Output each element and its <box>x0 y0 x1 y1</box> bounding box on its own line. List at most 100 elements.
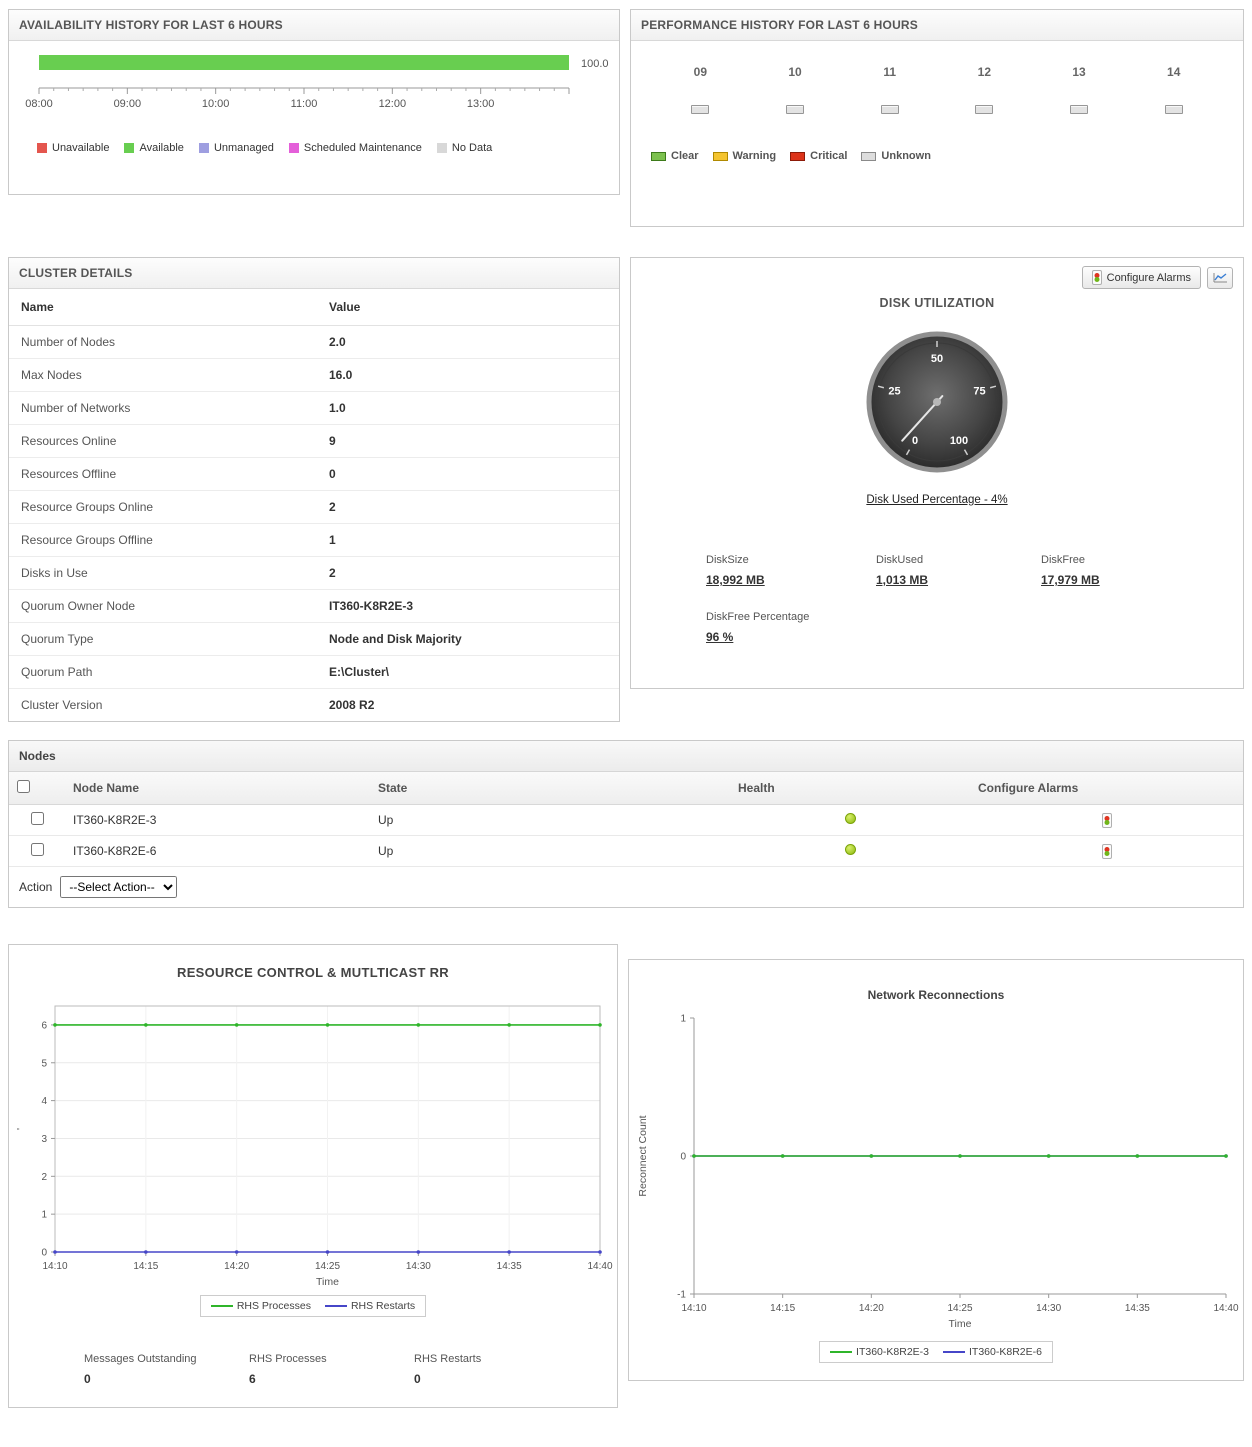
action-select[interactable]: --Select Action-- <box>60 876 178 898</box>
cluster-row-name: Max Nodes <box>9 358 317 392</box>
health-up-icon <box>844 844 856 855</box>
svg-text:0: 0 <box>41 1248 47 1259</box>
availability-panel: AVAILABILITY HISTORY FOR LAST 6 HOURS 10… <box>8 9 620 195</box>
disk-stat-value-link[interactable]: 17,979 MB <box>1041 573 1100 587</box>
disk-stat-value-link[interactable]: 18,992 MB <box>706 573 765 587</box>
performance-hour-column: 09 <box>653 65 748 114</box>
availability-panel-title: AVAILABILITY HISTORY FOR LAST 6 HOURS <box>19 18 283 32</box>
performance-status-cell <box>880 105 899 114</box>
disk-stat-label: DiskFree <box>1041 554 1086 566</box>
cluster-row: Resources Online 9 <box>9 424 619 458</box>
disk-stat: DiskUsed 1,013 MB <box>876 554 1041 589</box>
node-checkbox[interactable] <box>30 843 44 856</box>
configure-alarms-icon[interactable] <box>1101 812 1112 828</box>
svg-text:Time: Time <box>316 1276 339 1288</box>
performance-legend-item: Critical <box>790 150 847 162</box>
performance-status-cell <box>786 105 804 114</box>
cluster-row-name: Quorum Path <box>9 655 317 689</box>
cluster-row-name: Number of Nodes <box>9 325 317 359</box>
disk-utilization-panel: Configure Alarms DISK UTILIZATION <box>630 257 1244 689</box>
cluster-row: Max Nodes 16.0 <box>9 358 619 392</box>
col-configure-alarms: Configure Alarms <box>970 772 1243 805</box>
cluster-row-value: Node and Disk Majority <box>317 622 619 656</box>
legend-item: RHS Processes <box>210 1300 311 1312</box>
availability-legend-item: Scheduled Maintenance <box>288 142 422 154</box>
disk-stats: DiskSize 18,992 MB DiskUsed 1,013 MB DiskFre… <box>706 554 1243 646</box>
legend-swatch <box>324 1305 347 1307</box>
cluster-row-name: Resource Groups Online <box>9 490 317 524</box>
svg-text:5: 5 <box>41 1058 47 1069</box>
col-health: Health <box>730 772 970 805</box>
node-row: IT360-K8R2E-6 Up <box>9 835 1243 867</box>
resource-chart-title: RESOURCE CONTROL & MUTLTICAST RR <box>177 965 449 980</box>
nodes-panel: Nodes Node Name State Health Configure A… <box>8 740 1244 908</box>
legend-swatch <box>198 143 209 153</box>
node-state-cell: Up <box>370 804 730 836</box>
performance-status-cell <box>691 105 710 114</box>
svg-text:75: 75 <box>973 386 985 398</box>
cluster-row: Resources Offline 0 <box>9 457 619 491</box>
disk-utilization-title: DISK UTILIZATION <box>879 296 995 310</box>
nodes-action-bar: Action --Select Action-- <box>9 867 1243 907</box>
configure-alarms-icon[interactable] <box>1101 843 1112 859</box>
legend-label: Scheduled Maintenance <box>303 142 422 154</box>
performance-legend: Clear Warning Critical Unknown <box>651 150 1243 162</box>
performance-panel: PERFORMANCE HISTORY FOR LAST 6 HOURS 09 1… <box>630 9 1244 227</box>
cluster-row-name: Quorum Owner Node <box>9 589 317 623</box>
cluster-table-header-row: Name Value <box>9 289 619 326</box>
nodes-panel-header: Nodes <box>9 741 1243 772</box>
performance-hour-label: 14 <box>1167 65 1181 79</box>
resource-chart-legend: RHS Processes RHS Restarts <box>199 1295 427 1317</box>
performance-chart-button[interactable] <box>1207 266 1233 289</box>
disk-stat: DiskFree Percentage 96 % <box>706 611 876 646</box>
svg-text:14:25: 14:25 <box>947 1303 972 1314</box>
legend-label: RHS Processes <box>236 1300 311 1312</box>
svg-text:2: 2 <box>41 1172 47 1183</box>
availability-legend-item: Unmanaged <box>198 142 274 154</box>
cluster-row-value: 16.0 <box>317 358 619 392</box>
svg-text:14:35: 14:35 <box>497 1261 522 1272</box>
performance-status-cell <box>1164 105 1183 114</box>
svg-text:14:35: 14:35 <box>1125 1303 1150 1314</box>
cluster-row: Resource Groups Online 2 <box>9 490 619 524</box>
cluster-row-name: Cluster Version <box>21 698 103 712</box>
node-name-cell: IT360-K8R2E-6 <box>65 835 370 867</box>
disk-panel-toolbar: Configure Alarms <box>1081 266 1233 289</box>
performance-hour-label: 11 <box>883 65 897 79</box>
resource-stat-value: 6 <box>249 1372 256 1386</box>
svg-text:10:00: 10:00 <box>202 98 230 110</box>
performance-status-cell <box>975 105 994 114</box>
legend-swatch <box>288 143 299 153</box>
svg-text:14:30: 14:30 <box>406 1261 431 1272</box>
node-checkbox[interactable] <box>30 812 44 825</box>
cluster-row: Number of Nodes 2.0 <box>9 325 619 359</box>
svg-text:14:25: 14:25 <box>315 1261 340 1272</box>
cluster-row-value: 2 <box>317 490 619 524</box>
select-all-checkbox[interactable] <box>17 780 30 793</box>
svg-text:14:20: 14:20 <box>224 1261 249 1272</box>
cluster-row-name: Disks in Use <box>9 556 317 590</box>
legend-swatch <box>861 151 877 161</box>
legend-label: Warning <box>732 150 777 162</box>
disk-stat-value-link[interactable]: 1,013 MB <box>876 573 929 587</box>
svg-text:25: 25 <box>888 386 900 398</box>
top-row: AVAILABILITY HISTORY FOR LAST 6 HOURS 10… <box>8 9 1244 227</box>
availability-legend-item: Unavailable <box>37 142 109 154</box>
svg-text:100: 100 <box>950 435 968 447</box>
disk-stat-value-link[interactable]: 96 % <box>706 630 734 644</box>
nodes-table-header-row: Node Name State Health Configure Alarms <box>9 772 1243 805</box>
svg-text:': ' <box>15 1128 27 1130</box>
disk-used-percentage-link[interactable]: Disk Used Percentage - 4% <box>866 494 1008 506</box>
network-chart-title: Network Reconnections <box>867 988 1005 1002</box>
cluster-col-value-label: Value <box>329 300 361 314</box>
performance-hour-column: 11 <box>842 65 937 114</box>
disk-stat-label: DiskFree Percentage <box>706 611 810 623</box>
configure-alarms-button[interactable]: Configure Alarms <box>1081 266 1201 289</box>
cluster-row-name: Resources Online <box>9 424 317 458</box>
col-health-label: Health <box>738 781 775 795</box>
configure-alarms-label: Configure Alarms <box>1106 271 1191 284</box>
legend-label: RHS Restarts <box>350 1300 416 1312</box>
resource-stat: Messages Outstanding 0 <box>84 1353 249 1386</box>
node-select-cell <box>9 835 65 867</box>
